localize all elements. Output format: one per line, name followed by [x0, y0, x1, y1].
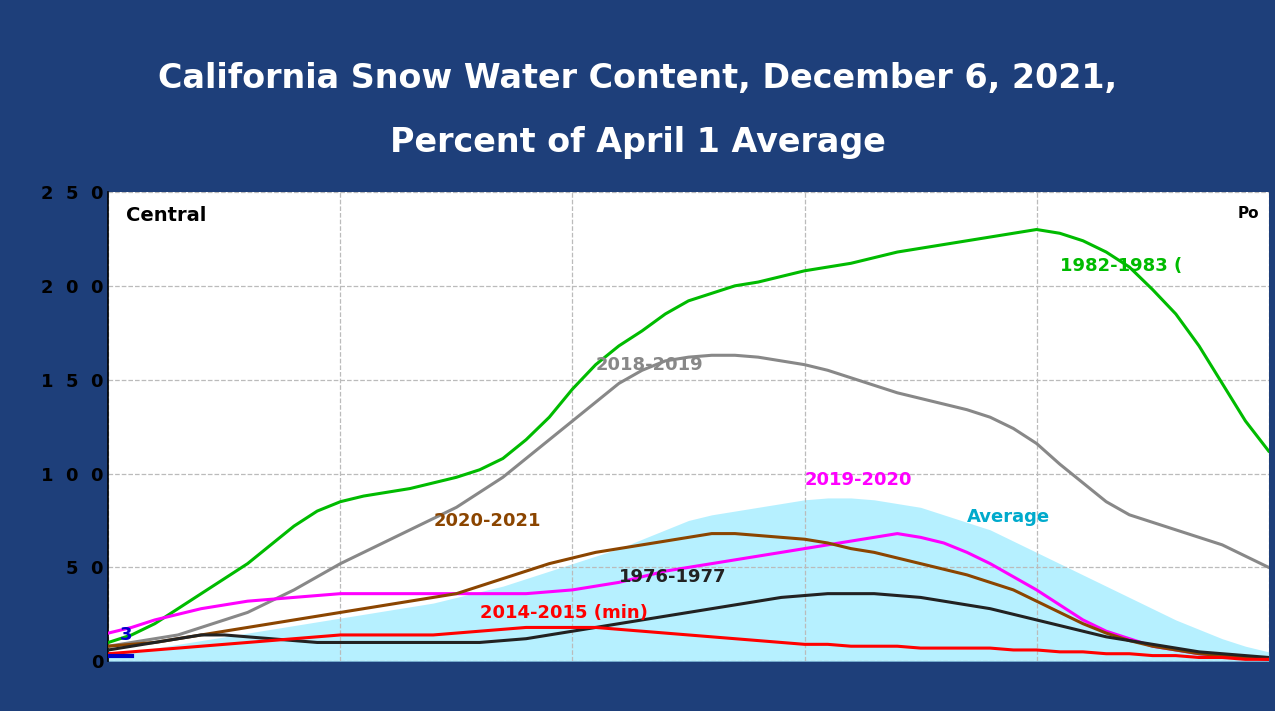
- Text: California Snow Water Content, December 6, 2021,: California Snow Water Content, December …: [158, 62, 1117, 95]
- Text: 1982-1983 (: 1982-1983 (: [1060, 257, 1182, 274]
- Text: 2018-2019: 2018-2019: [595, 356, 704, 374]
- Text: Po: Po: [1238, 206, 1260, 221]
- Text: Central: Central: [126, 206, 207, 225]
- Text: Average: Average: [966, 508, 1051, 526]
- Text: 2014-2015 (min): 2014-2015 (min): [479, 604, 648, 622]
- Text: 3: 3: [120, 626, 133, 644]
- Text: 2020-2021: 2020-2021: [434, 512, 541, 530]
- Text: 2019-2020: 2019-2020: [805, 471, 912, 488]
- Text: 1976-1977: 1976-1977: [618, 568, 727, 586]
- Text: Percent of April 1 Average: Percent of April 1 Average: [390, 127, 885, 159]
